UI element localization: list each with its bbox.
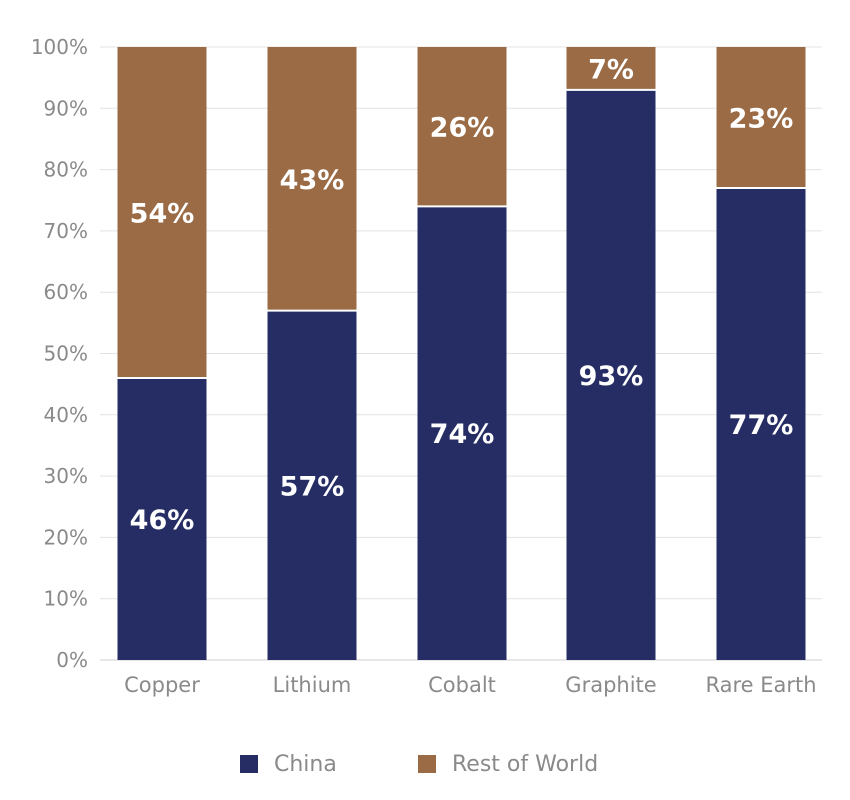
bar-segment-china	[117, 378, 207, 660]
x-tick-label: Graphite	[565, 673, 656, 697]
bar-segment-rest-of-world	[417, 47, 507, 207]
y-tick-label: 10%	[44, 587, 88, 611]
bar-segment-china	[716, 187, 806, 661]
x-tick-label: Copper	[124, 673, 200, 697]
data-label: 46%	[130, 505, 195, 536]
legend-item-china: China	[240, 748, 337, 780]
bar-segment-rest-of-world	[716, 47, 806, 188]
y-tick-label: 100%	[31, 35, 88, 59]
bar-segment-rest-of-world	[566, 47, 656, 90]
bar-segment-rest-of-world	[117, 47, 207, 379]
y-tick-label: 70%	[44, 219, 88, 243]
data-label: 43%	[280, 165, 345, 196]
y-tick-label: 50%	[44, 342, 88, 366]
y-tick-label: 60%	[44, 280, 88, 304]
y-tick-label: 30%	[44, 464, 88, 488]
legend: China Rest of World	[0, 748, 850, 780]
x-tick-label: Lithium	[273, 673, 352, 697]
y-tick-label: 90%	[44, 96, 88, 120]
bar-stack: 93% 7% Graphite	[565, 47, 657, 697]
legend-swatch-china	[240, 755, 258, 773]
legend-label-rest-of-world: Rest of World	[452, 751, 599, 777]
x-tick-label: Cobalt	[428, 673, 496, 697]
data-label: 54%	[130, 199, 195, 230]
data-label: 74%	[430, 419, 495, 450]
x-tick-label: Rare Earth	[705, 673, 816, 697]
bar-stack: 74% 26% Cobalt	[417, 47, 507, 697]
y-axis: 0% 10% 20% 30% 40% 50% 60% 70% 80% 90% 100%	[31, 35, 88, 672]
data-label: 77%	[729, 410, 794, 441]
y-tick-label: 20%	[44, 525, 88, 549]
legend-swatch-rest-of-world	[418, 755, 436, 773]
y-tick-label: 40%	[44, 403, 88, 427]
legend-label-china: China	[274, 751, 337, 777]
data-label: 57%	[280, 471, 345, 502]
bar-segment-china	[417, 206, 507, 660]
bar-segment-rest-of-world	[267, 47, 357, 311]
y-tick-label: 80%	[44, 158, 88, 182]
data-label: 93%	[579, 361, 644, 392]
bars: 46% 54% Copper 57% 43% Lithium 74% 26% Cobalt 93%…	[117, 47, 817, 697]
bar-segment-china	[566, 89, 656, 660]
y-tick-label: 0%	[56, 648, 88, 672]
stacked-bar-chart: 0% 10% 20% 30% 40% 50% 60% 70% 80% 90% 100% 46% 54% C…	[31, 35, 822, 697]
bar-segment-china	[267, 310, 357, 660]
bar-stack: 46% 54% Copper	[117, 47, 207, 697]
data-label: 23%	[729, 103, 794, 134]
bar-stack: 57% 43% Lithium	[267, 47, 357, 697]
bar-stack: 77% 23% Rare Earth	[705, 47, 817, 697]
data-label: 7%	[588, 54, 634, 85]
legend-item-rest-of-world: Rest of World	[418, 748, 598, 780]
data-label: 26%	[430, 113, 495, 144]
